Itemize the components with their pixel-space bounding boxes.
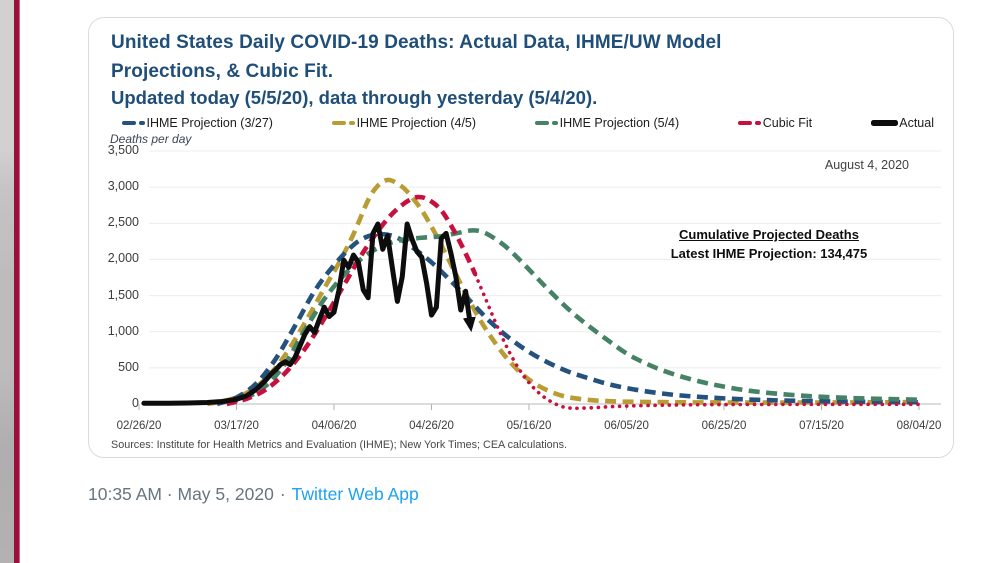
covid-chart: United States Daily COVID-19 Deaths: Act…: [89, 18, 953, 457]
y-tick-label: 2,000: [107, 251, 139, 266]
series-cubic-fit: [226, 194, 478, 407]
gridlines: [149, 150, 941, 405]
timestamp-text: 10:35 AM · May 5, 2020: [88, 484, 274, 504]
series-ihme-projection-5-4-: [226, 228, 920, 405]
y-tick-label: 3,500: [107, 143, 139, 157]
x-tick-label: 03/17/20: [214, 420, 259, 432]
legend-marker: [332, 120, 347, 126]
legend-label: Actual: [899, 116, 934, 130]
cumulative-deaths-value: Latest IHME Projection: 134,475: [670, 246, 868, 261]
annotation-cumulative: Cumulative Projected Deaths Latest IHME …: [589, 227, 949, 261]
annotation-end-date: August 4, 2020: [824, 158, 909, 172]
x-tick-label: 08/04/20: [896, 420, 942, 432]
legend-marker: [122, 120, 136, 126]
legend-item-ihme-projection-5-4-: IHME Projection (5/4): [535, 116, 679, 130]
source-note: Sources: Institute for Health Metrics an…: [111, 439, 568, 451]
chart-legend: IHME Projection (3/27) IHME Projection (4…: [122, 115, 934, 131]
tweet-timestamp-row: 10:35 AM · May 5, 2020 · Twitter Web App: [88, 484, 419, 505]
plot-area: [138, 150, 941, 411]
source-app-link[interactable]: Twitter Web App: [291, 484, 419, 504]
legend-label: IHME Projection (5/4): [559, 116, 680, 130]
tweet-media-card[interactable]: United States Daily COVID-19 Deaths: Act…: [88, 17, 954, 458]
y-tick-label: 0: [132, 396, 139, 410]
series-ihme-projection-3-27-: [216, 231, 920, 407]
background-window-strip: [0, 0, 14, 563]
legend-marker: [738, 120, 753, 126]
x-tick-label: 07/15/20: [799, 420, 844, 432]
legend-label: IHME Projection (4/5): [356, 116, 477, 130]
legend-label: IHME Projection (3/27): [146, 116, 273, 130]
chart-title: United States Daily COVID-19 Deaths: Act…: [111, 28, 722, 86]
series-actual: [141, 221, 476, 406]
legend-marker: [755, 120, 761, 126]
legend-label: Cubic Fit: [762, 116, 813, 130]
legend-marker: [535, 120, 550, 126]
legend-marker: [349, 120, 355, 126]
y-tick-label: 1,500: [107, 287, 139, 302]
x-axis-tick-marks: [138, 404, 920, 410]
cumulative-deaths-title: Cumulative Projected Deaths: [679, 227, 859, 242]
series-lines: [141, 177, 921, 411]
x-tick-label: 02/26/20: [116, 420, 162, 432]
chart-title-line1: United States Daily COVID-19 Deaths: Act…: [111, 32, 722, 53]
y-tick-label: 1,000: [107, 323, 139, 338]
legend-item-ihme-projection-4-5-: IHME Projection (4/5): [332, 116, 476, 130]
chart-title-line2: Projections, & Cubic Fit.: [111, 61, 334, 82]
legend-marker: [139, 120, 145, 126]
legend-marker: [552, 120, 558, 126]
legend-marker: [871, 120, 899, 126]
x-tick-label: 04/06/20: [311, 420, 357, 432]
y-tick-label: 2,500: [107, 215, 139, 230]
x-tick-label: 04/26/20: [409, 420, 454, 432]
x-tick-label: 05/16/20: [506, 420, 552, 432]
legend-item-cubic-fit: Cubic Fit: [738, 116, 812, 130]
x-tick-label: 06/25/20: [701, 420, 747, 432]
y-tick-label: 3,000: [107, 179, 139, 194]
separator-dot: ·: [279, 484, 286, 504]
x-tick-label: 06/05/20: [604, 420, 649, 432]
maroon-accent-bar: [13, 0, 20, 563]
legend-item-actual: Actual: [871, 116, 934, 130]
legend-item-ihme-projection-3-27-: IHME Projection (3/27): [122, 116, 273, 130]
y-tick-label: 500: [118, 359, 139, 374]
chart-subtitle: Updated today (5/5/20), data through yes…: [111, 87, 598, 108]
y-axis-title: Deaths per day: [110, 132, 192, 146]
